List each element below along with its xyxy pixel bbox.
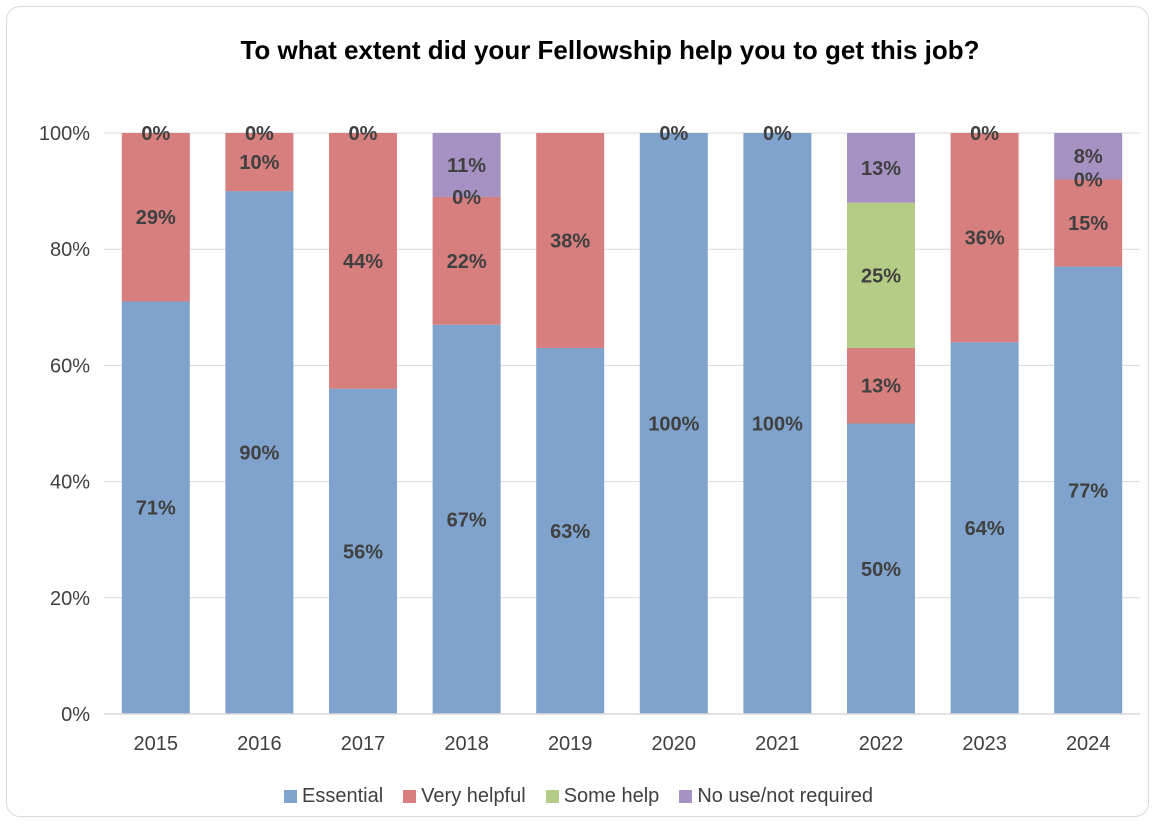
data-label: 0% — [349, 123, 378, 145]
bar-segment — [121, 133, 190, 302]
data-label: 63% — [550, 521, 590, 543]
bar-segment — [536, 133, 605, 348]
bar-segment — [1054, 266, 1123, 714]
legend-item: Some help — [545, 784, 660, 808]
data-label: 38% — [550, 230, 590, 252]
data-label: 13% — [861, 376, 901, 398]
x-tick-label: 2019 — [548, 733, 593, 755]
data-label: 15% — [1068, 213, 1108, 235]
y-tick-label: 0% — [61, 704, 90, 726]
data-label: 100% — [648, 414, 699, 436]
data-label: 64% — [965, 518, 1005, 540]
bar-segment — [432, 133, 501, 197]
bar-segment — [536, 347, 605, 714]
bar-segment — [329, 388, 397, 714]
bar-segment — [847, 133, 915, 203]
data-label: 50% — [861, 559, 901, 581]
data-label: 44% — [343, 251, 383, 273]
data-label: 0% — [1074, 169, 1103, 191]
data-label: 25% — [861, 265, 901, 287]
data-label: 0% — [245, 123, 274, 145]
legend-label: Essential — [302, 784, 384, 807]
y-tick-label: 20% — [50, 588, 90, 610]
y-tick-label: 60% — [50, 355, 90, 377]
y-tick-label: 40% — [50, 472, 90, 494]
y-tick-label: 100% — [39, 123, 90, 145]
data-label: 0% — [970, 123, 999, 145]
data-label: 0% — [659, 123, 688, 145]
legend-swatch — [403, 789, 417, 803]
bar-segment — [847, 202, 915, 348]
data-label: 77% — [1068, 480, 1108, 502]
bar-segment — [1054, 179, 1123, 267]
x-tick-label: 2018 — [444, 733, 489, 755]
bar-segment — [639, 133, 708, 714]
x-tick-label: 2015 — [134, 733, 179, 755]
x-tick-label: 2024 — [1066, 733, 1111, 755]
bar-segment — [1054, 133, 1123, 180]
legend-label: No use/not required — [697, 784, 873, 807]
data-label: 8% — [1074, 146, 1103, 168]
chart-title: To what extent did your Fellowship help … — [240, 35, 980, 65]
data-label: 0% — [452, 187, 481, 209]
x-tick-label: 2017 — [341, 733, 386, 755]
data-label: 56% — [343, 541, 383, 563]
x-tick-label: 2021 — [755, 733, 800, 755]
legend-label: Some help — [563, 784, 660, 807]
chart-legend: Essential Very helpful Some help No use/not… — [0, 782, 1157, 810]
data-label: 13% — [861, 158, 901, 180]
data-label: 36% — [965, 228, 1005, 250]
x-tick-label: 2022 — [859, 733, 904, 755]
bar-segment — [225, 191, 294, 715]
bar-segment — [950, 342, 1019, 714]
bar-segment — [432, 196, 501, 325]
data-label: 100% — [752, 414, 803, 436]
bar-segment — [847, 423, 915, 714]
legend-item: Very helpful — [403, 785, 526, 808]
bar-segment — [950, 133, 1019, 343]
data-label: 0% — [763, 123, 792, 145]
legend-swatch — [545, 789, 559, 803]
legend-item: No use/not required — [679, 785, 873, 808]
data-label: 71% — [136, 498, 176, 520]
x-tick-label: 2023 — [962, 733, 1007, 755]
bar-segment — [432, 324, 501, 714]
legend-item: Essential — [284, 785, 383, 808]
data-label: 67% — [447, 509, 487, 531]
data-label: 22% — [447, 251, 487, 273]
bar-segment — [743, 133, 812, 714]
data-label: 10% — [239, 152, 279, 174]
legend-label: Very helpful — [421, 784, 526, 807]
bar-segment — [121, 301, 190, 714]
data-label: 90% — [239, 443, 279, 465]
legend-swatch — [284, 789, 298, 803]
y-tick-label: 80% — [50, 239, 90, 261]
data-label: 11% — [447, 155, 486, 177]
legend-swatch — [679, 789, 693, 803]
bar-segment — [329, 133, 397, 389]
x-tick-label: 2020 — [652, 733, 697, 755]
bar-segment — [225, 133, 294, 192]
data-label: 29% — [136, 207, 176, 229]
data-label: 0% — [141, 123, 170, 145]
bar-segment — [847, 347, 915, 424]
x-tick-label: 2016 — [237, 733, 282, 755]
